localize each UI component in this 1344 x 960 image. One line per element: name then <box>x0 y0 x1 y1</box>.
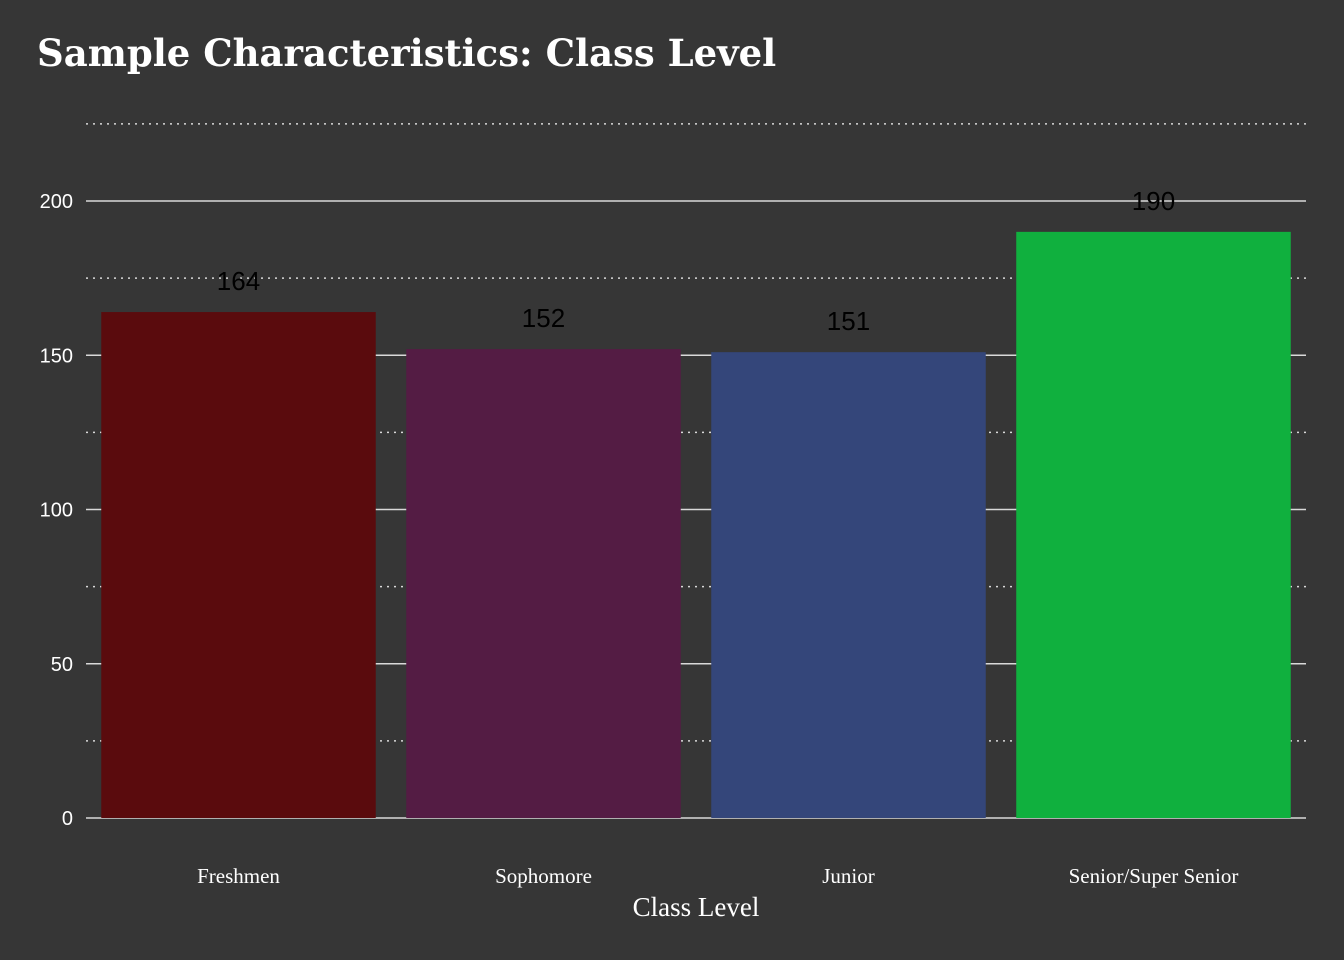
x-tick-label: Junior <box>822 864 875 888</box>
bar-freshmen <box>101 312 376 818</box>
x-tick-label: Freshmen <box>197 864 280 888</box>
y-tick-label: 0 <box>62 808 73 830</box>
bar-sophomore <box>406 349 681 818</box>
y-tick-label: 150 <box>40 345 73 367</box>
y-axis: 0 50 100 150 200 <box>40 191 73 830</box>
data-labels-layer: 164 152 151 190 <box>217 186 1175 336</box>
y-tick-label: 200 <box>40 191 73 213</box>
x-tick-label: Sophomore <box>495 864 592 888</box>
bars-layer <box>101 231 1291 819</box>
x-axis-title: Class Level <box>633 892 760 922</box>
bar-data-label: 190 <box>1132 186 1175 216</box>
bar-senior-super-senior <box>1016 231 1291 819</box>
bar-data-label: 164 <box>217 266 260 296</box>
chart-title: Sample Characteristics: Class Level <box>37 31 776 75</box>
bar-data-label: 151 <box>827 306 870 336</box>
bar-junior <box>711 352 986 818</box>
x-axis: Freshmen Sophomore Junior Senior/Super Seni… <box>197 864 1238 888</box>
x-tick-label: Senior/Super Senior <box>1069 864 1239 888</box>
y-tick-label: 100 <box>40 500 73 522</box>
bar-data-label: 152 <box>522 303 565 333</box>
y-tick-label: 50 <box>51 654 73 676</box>
